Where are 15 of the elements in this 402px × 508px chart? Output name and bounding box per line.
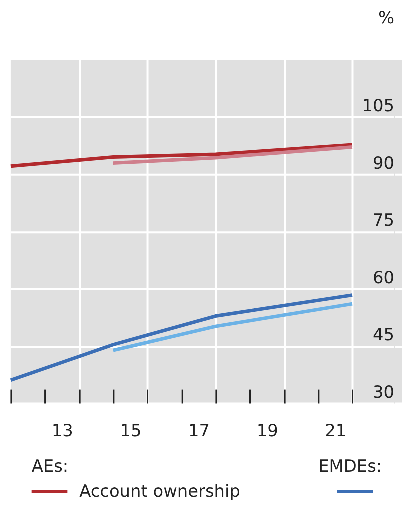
y-tick-label: 30 [373, 382, 395, 402]
legend-label: Account ownership [80, 480, 240, 501]
y-axis-title: % [378, 8, 395, 28]
text: AEs: [32, 456, 69, 476]
y-tick-label: 75 [373, 210, 395, 230]
x-tick-label: 21 [325, 420, 347, 441]
y-tick-label: 60 [373, 267, 395, 288]
text: EMDEs: [318, 456, 382, 476]
x-tick-label: 17 [188, 420, 210, 441]
x-tick-label: 19 [256, 420, 278, 441]
x-tick-label: 13 [52, 420, 74, 441]
y-tick-label: 105 [362, 96, 395, 116]
x-tick-label: 15 [120, 420, 142, 441]
y-tick-label: 45 [373, 324, 395, 345]
y-tick-label: 90 [373, 152, 395, 173]
